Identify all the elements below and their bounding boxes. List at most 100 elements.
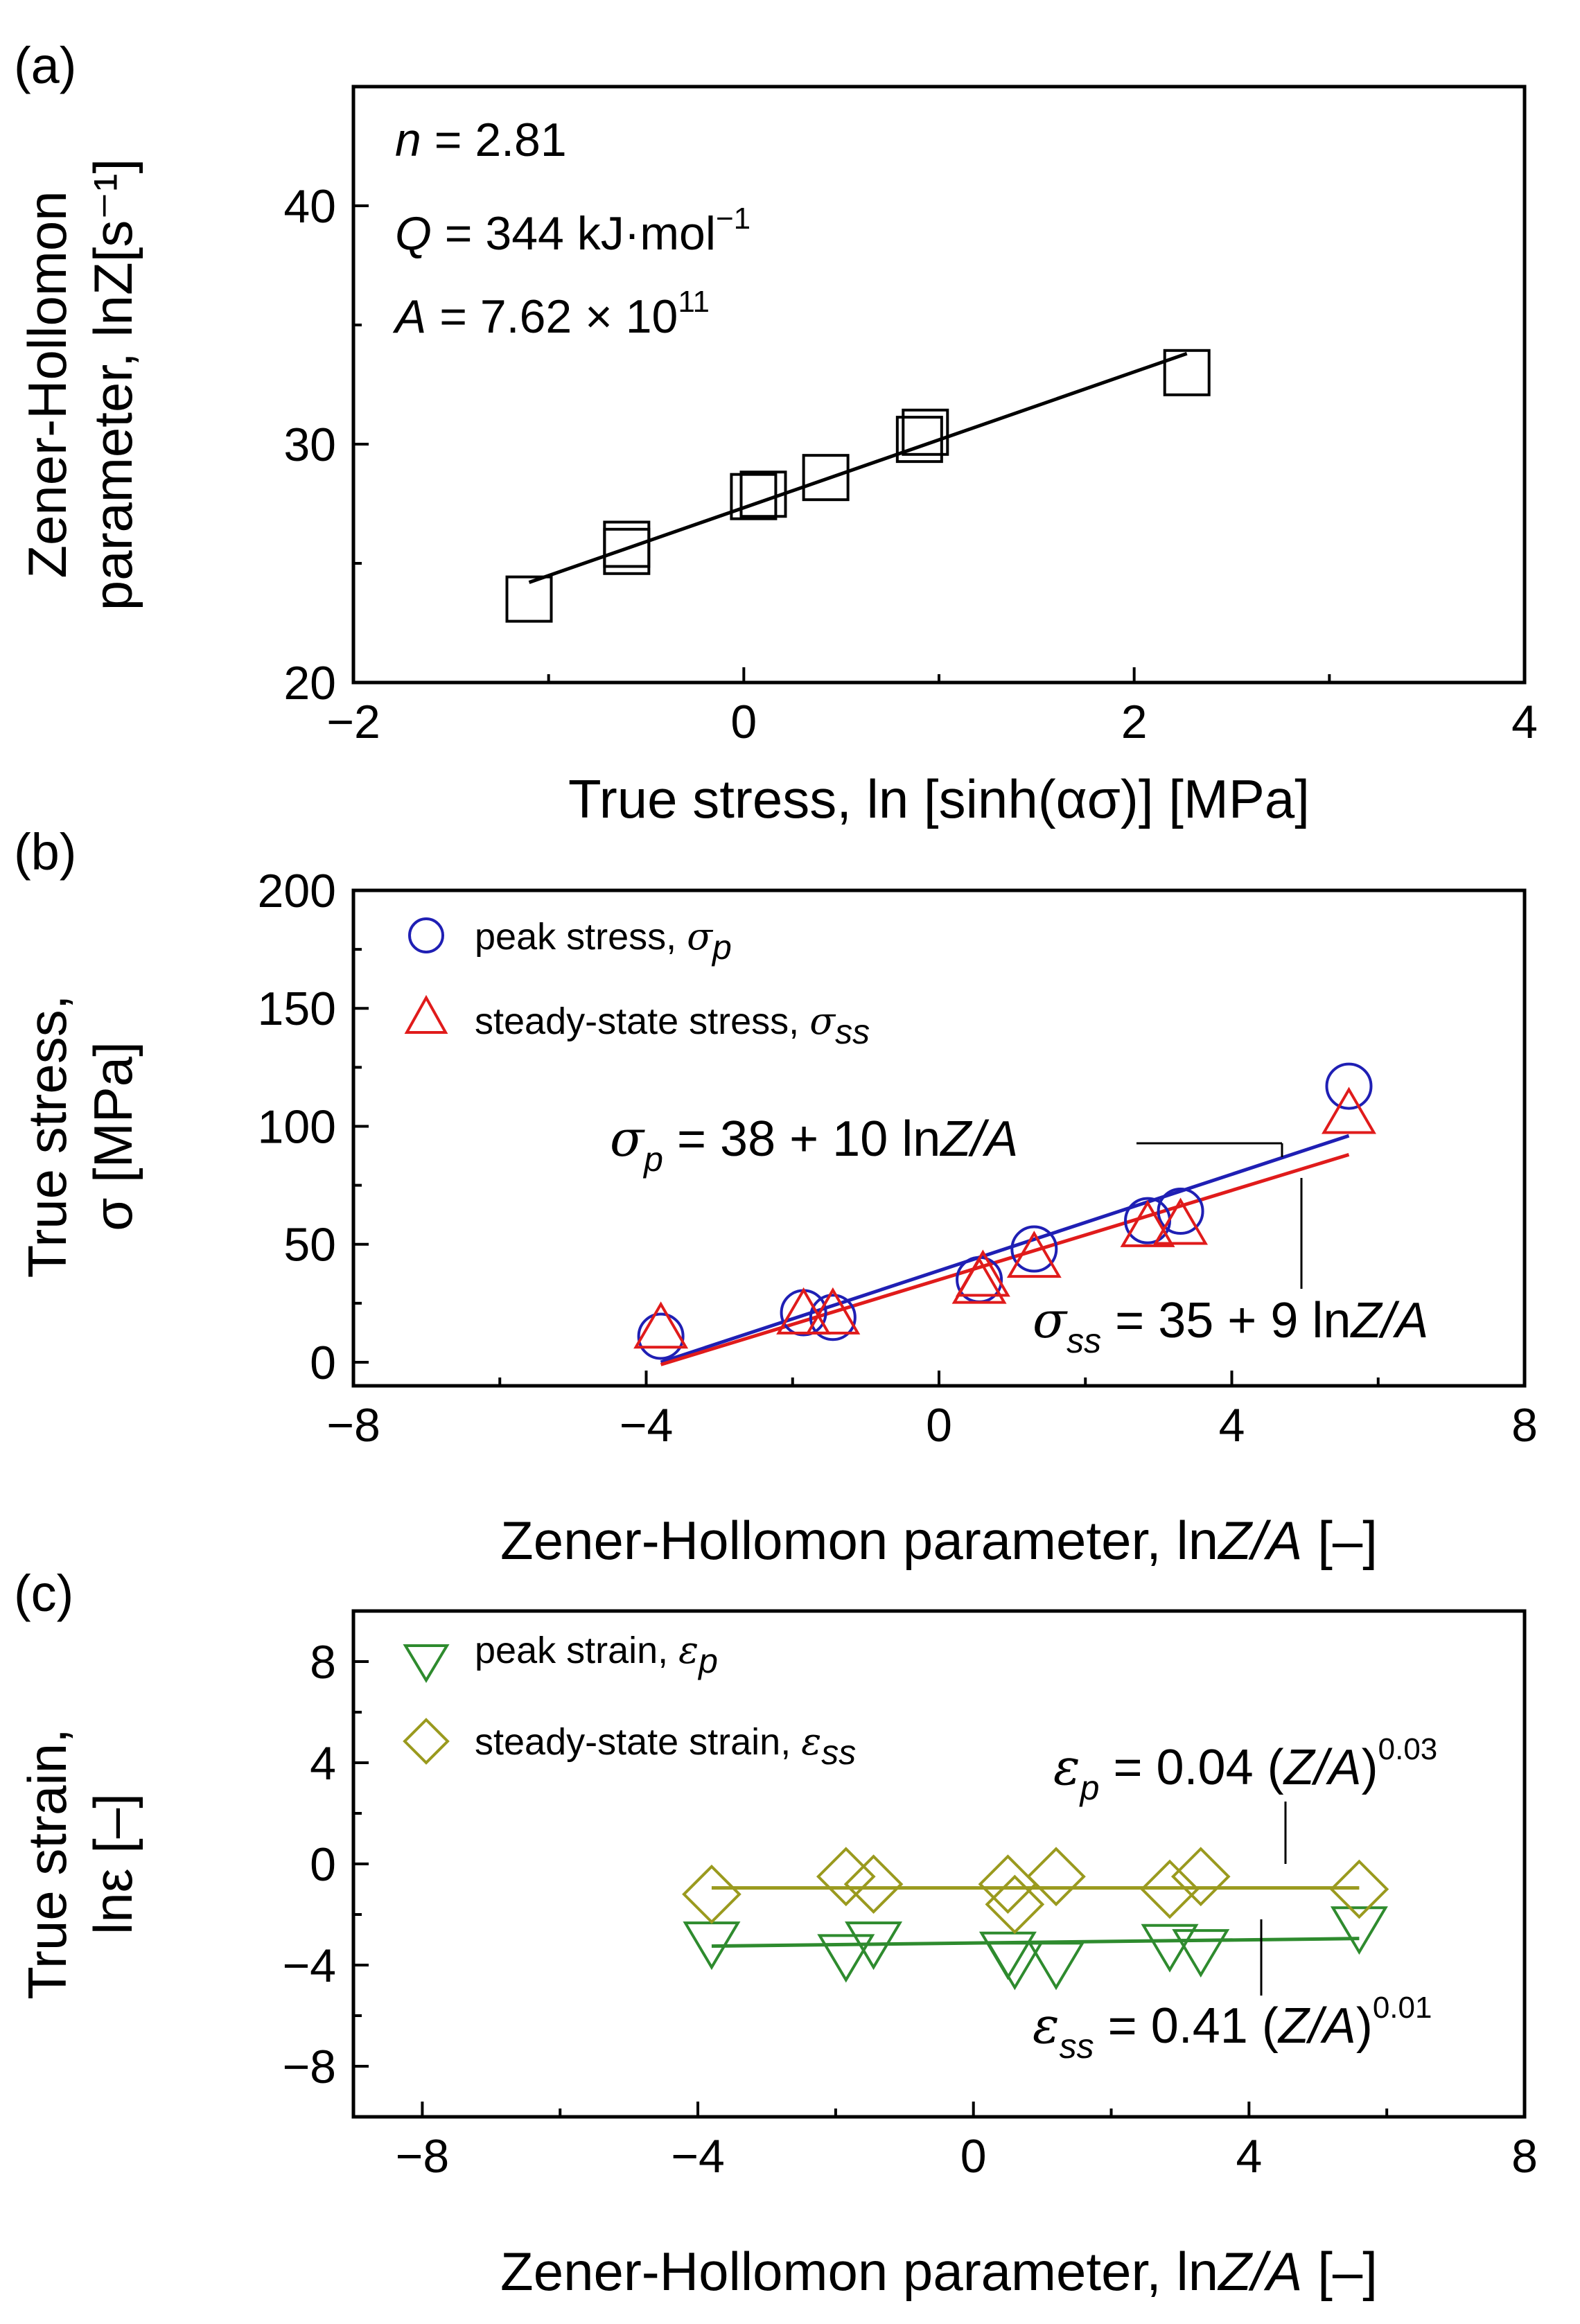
data-point-square xyxy=(505,575,553,623)
y-tick-label: 30 xyxy=(283,419,336,471)
equation-sigma-p: σp = 38 + 10 lnZ/A xyxy=(610,1109,1018,1179)
data-point-circle xyxy=(809,1294,857,1341)
equation-eps-ss-pre: = 0.41 ( xyxy=(1094,1998,1279,2054)
y-axis-label-a-line1: Zener-Hollomon xyxy=(17,191,78,578)
data-point-triangle-down xyxy=(1027,1942,1085,1991)
legend-peak-stress-sym: σ xyxy=(687,915,714,958)
data-point-diamond xyxy=(978,1854,1038,1914)
x-tick-label: 2 xyxy=(1121,696,1148,748)
data-point-diamond xyxy=(1170,1847,1231,1907)
y-tick-label: 100 xyxy=(258,1100,336,1153)
panel-label-b: (b) xyxy=(14,823,76,881)
equation-sigma-p-it: Z/A xyxy=(939,1111,1018,1167)
x-tick-label: −8 xyxy=(326,1399,380,1452)
equation-eps-p-sup: 0.03 xyxy=(1378,1732,1438,1766)
annotation-a-text: = 7.62 × 10 xyxy=(426,290,678,343)
equation-eps-ss-sup: 0.01 xyxy=(1373,1991,1432,2025)
annotation-a: A = 7.62 × 1011 xyxy=(392,285,710,343)
x-tick-label: 4 xyxy=(1236,2130,1262,2183)
y-tick-label: 0 xyxy=(310,1337,336,1389)
data-point-triangle-down xyxy=(1330,1906,1388,1955)
legend-marker-steady-stress xyxy=(404,994,448,1034)
legend-steady-strain-sub: ss xyxy=(821,1733,856,1772)
annotation-n: n = 2.81 xyxy=(395,114,567,166)
x-tick-label: 0 xyxy=(960,2130,987,2183)
equation-sigma-ss-it: Z/A xyxy=(1349,1293,1428,1348)
equation-eps-p-sub: p xyxy=(1079,1768,1100,1807)
axis-ticks-a: −2 0 2 4 20 30 40 xyxy=(283,85,1538,748)
annotation-a-sup: 11 xyxy=(678,285,710,319)
x-tick-label: −4 xyxy=(671,2130,725,2183)
data-point-square xyxy=(1163,349,1211,396)
equation-eps-p-post: ) xyxy=(1362,1740,1378,1795)
data-point-triangle-up xyxy=(1153,1197,1209,1245)
legend-peak-strain-sym: ε xyxy=(678,1628,699,1672)
legend-steady-stress-sub: ss xyxy=(835,1012,870,1051)
fit-line-2 xyxy=(660,1152,1350,1366)
y-tick-label: −8 xyxy=(282,2041,336,2093)
y-tick-label: −4 xyxy=(282,1939,336,1992)
data-point-circle xyxy=(1325,1062,1373,1110)
y-tick-label: 0 xyxy=(310,1838,336,1891)
data-point-triangle-down xyxy=(1141,1924,1199,1973)
data-point-triangle-up xyxy=(633,1301,689,1349)
data-point-diamond xyxy=(816,1847,876,1907)
data-point-circle xyxy=(637,1312,685,1360)
x-tick-label: −2 xyxy=(326,696,380,748)
legend-label-steady-strain: steady-state strain, εss xyxy=(475,1720,856,1772)
y-tick-label: 200 xyxy=(258,865,336,917)
legend-peak-strain-text: peak strain, xyxy=(475,1630,678,1671)
y-axis-label-c-line2: lnε [–] xyxy=(82,1793,143,1935)
data-point-triangle-down xyxy=(1172,1929,1230,1978)
equation-eps-p-sym: ε xyxy=(1053,1738,1080,1796)
data-point-square xyxy=(730,473,778,520)
data-point-diamond xyxy=(1140,1859,1200,1919)
legend-label-peak-stress: peak stress, σp xyxy=(475,915,732,967)
x-axis-label-c: Zener-Hollomon parameter, lnZ/A [–] xyxy=(500,2241,1378,2302)
annotation-q-sup: −1 xyxy=(716,202,750,236)
fit-lines-a xyxy=(528,351,1188,584)
fit-lines-b xyxy=(660,1134,1350,1366)
legend-steady-strain-sym: ε xyxy=(801,1720,821,1763)
y-axis-label-b-line1: True stress, xyxy=(17,995,78,1278)
panel-label-c: (c) xyxy=(14,1565,73,1622)
legend-b: peak stress, σp steady-state stress, σ ss xyxy=(404,915,870,1051)
data-point-square xyxy=(895,416,943,464)
x-axis-label-c-italic: Z/A xyxy=(1217,2241,1302,2302)
legend-marker-peak-stress xyxy=(408,917,444,953)
data-points-c xyxy=(682,1847,1389,1991)
y-tick-label: 150 xyxy=(258,983,336,1035)
y-tick-label: 8 xyxy=(310,1636,336,1689)
annotation-a-sym: A xyxy=(392,290,426,343)
legend-peak-stress-sub: p xyxy=(711,928,732,967)
equation-sigma-p-sym: σ xyxy=(610,1109,645,1168)
data-point-diamond xyxy=(682,1864,741,1924)
equation-eps-p-it: Z/A xyxy=(1283,1740,1362,1795)
panel-b: (b) −8 −4 0 4 8 0 50 100 150 200 True stress, σ [… xyxy=(14,823,1538,1571)
legend-steady-stress-text: steady-state stress, xyxy=(475,1001,809,1042)
data-point-triangle-up xyxy=(1322,1086,1376,1134)
equation-sigma-ss: σss = 35 + 9 lnZ/A xyxy=(1033,1291,1428,1360)
equation-eps-ss: εss = 0.41 (Z/A)0.01 xyxy=(1033,1991,1432,2066)
equation-eps-ss-it: Z/A xyxy=(1277,1998,1356,2054)
x-tick-label: 8 xyxy=(1511,2130,1538,2183)
x-axis-label-b-italic: Z/A xyxy=(1217,1510,1302,1571)
data-point-square xyxy=(739,470,787,518)
legend-peak-strain-sub: p xyxy=(697,1641,718,1680)
annotation-n-sym: n xyxy=(395,114,421,166)
y-axis-label-b-line2: σ [MPa] xyxy=(82,1041,143,1231)
data-point-diamond xyxy=(1329,1859,1389,1919)
equation-eps-ss-sym: ε xyxy=(1033,1996,1060,2054)
data-point-square xyxy=(603,520,651,568)
data-point-triangle-up xyxy=(955,1249,1010,1297)
equation-eps-p: εp = 0.04 (Z/A)0.03 xyxy=(1053,1732,1437,1807)
data-points-a xyxy=(505,349,1211,623)
x-tick-label: 4 xyxy=(1219,1399,1245,1452)
equation-sigma-ss-sym: σ xyxy=(1033,1291,1068,1349)
equation-sigma-p-pre: = 38 + 10 ln xyxy=(663,1111,940,1167)
axis-ticks-b: −8 −4 0 4 8 0 50 100 150 200 xyxy=(258,865,1538,1452)
data-point-triangle-down xyxy=(845,1921,903,1971)
y-axis-label-b: True stress, σ [MPa] xyxy=(17,995,143,1278)
